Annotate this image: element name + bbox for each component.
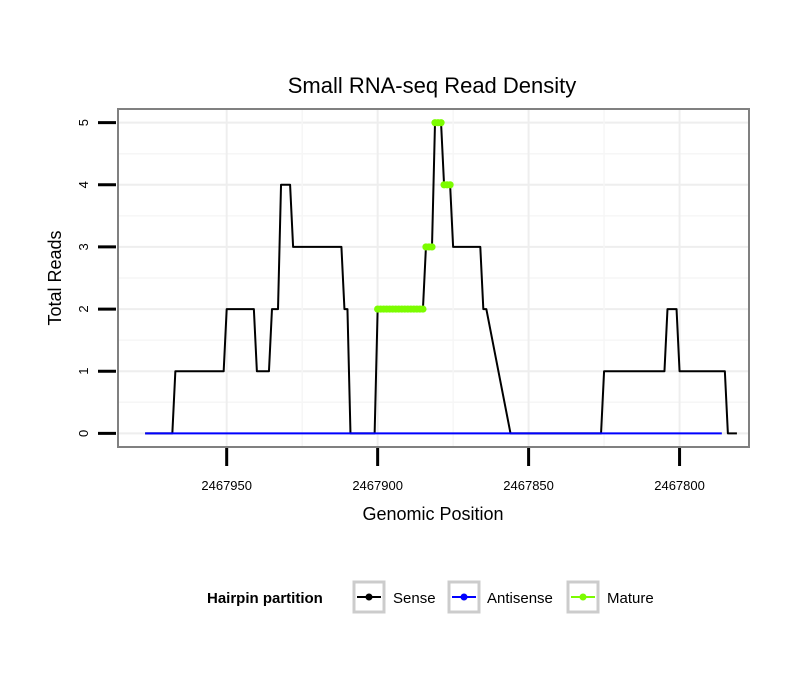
- legend-point-mature: [579, 593, 587, 601]
- y-tick-label: 1: [76, 368, 91, 375]
- x-tick-label: 2467800: [654, 478, 705, 493]
- y-tick-label: 2: [76, 305, 91, 312]
- mature-point: [419, 305, 427, 313]
- legend-item-mature: Mature: [566, 580, 654, 614]
- x-tick-label: 2467850: [503, 478, 554, 493]
- y-axis: 0 1 2 3 4 5: [76, 119, 116, 437]
- panel-border: [117, 108, 750, 448]
- legend-point-antisense: [460, 593, 468, 601]
- grid: [118, 109, 749, 447]
- legend-label-mature: Mature: [607, 590, 654, 607]
- mature-point: [437, 119, 445, 127]
- y-tick-label: 4: [76, 181, 91, 188]
- legend-point-sense: [365, 593, 373, 601]
- x-tick-label: 2467950: [201, 478, 252, 493]
- legend: Hairpin partition Sense Antisense Mature: [207, 580, 654, 614]
- y-tick-label: 3: [76, 243, 91, 250]
- legend-title: Hairpin partition: [207, 590, 323, 607]
- series-layer: [145, 119, 737, 435]
- legend-label-antisense: Antisense: [487, 590, 553, 607]
- mature-point: [428, 243, 436, 251]
- legend-item-antisense: Antisense: [447, 580, 553, 614]
- y-tick-label: 0: [76, 430, 91, 437]
- x-tick-label: 2467900: [352, 478, 403, 493]
- chart-title: Small RNA-seq Read Density: [288, 73, 577, 98]
- x-axis-title: Genomic Position: [362, 504, 503, 524]
- legend-label-sense: Sense: [393, 590, 436, 607]
- legend-item-sense: Sense: [352, 580, 436, 614]
- y-tick-label: 5: [76, 119, 91, 126]
- y-axis-title: Total Reads: [45, 230, 65, 325]
- mature-point: [446, 181, 454, 189]
- x-axis: 2467950 2467900 2467850 2467800: [201, 448, 705, 493]
